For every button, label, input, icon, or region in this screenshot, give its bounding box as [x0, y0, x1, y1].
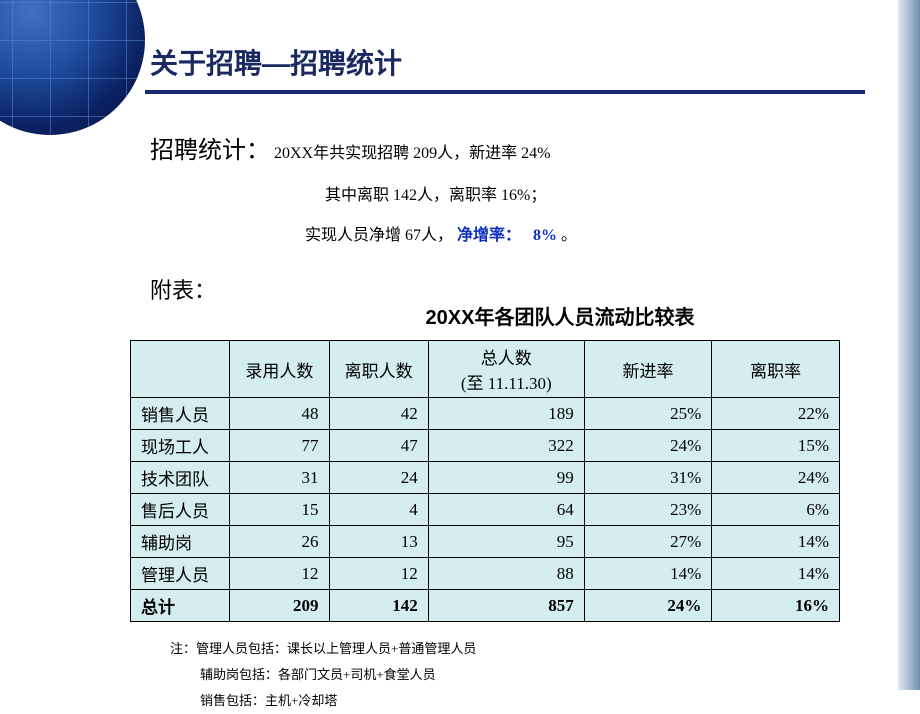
cell: 857 [428, 590, 584, 622]
col-header: 离职率 [712, 341, 840, 398]
col-header [131, 341, 230, 398]
cell: 4 [329, 494, 428, 526]
right-border-decoration [898, 0, 920, 690]
row-label: 现场工人 [131, 430, 230, 462]
stat-text-3a: 实现人员净增 67人， [305, 227, 453, 244]
stat-text-2: 其中离职 142人，离职率 16%； [325, 187, 546, 204]
cell: 14% [584, 558, 712, 590]
total-row: 总计20914285724%16% [131, 590, 840, 622]
cell: 13 [329, 526, 428, 558]
cell: 27% [584, 526, 712, 558]
cell: 209 [230, 590, 329, 622]
col-header: 离职人数 [329, 341, 428, 398]
footnote-line: 辅助岗包括：各部门文员+司机+食堂人员 [200, 662, 870, 688]
cell: 48 [230, 398, 329, 430]
turnover-table: 录用人数离职人数总人数(至 11.11.30)新进率离职率 销售人员484218… [130, 340, 840, 622]
stat-suffix: 。 [561, 227, 577, 244]
net-rate-value: 8% [533, 227, 557, 244]
table-row: 售后人员1546423%6% [131, 494, 840, 526]
stat-text-1: 20XX年共实现招聘 209人，新进率 24% [274, 145, 550, 162]
cell: 42 [329, 398, 428, 430]
cell: 142 [329, 590, 428, 622]
row-label: 辅助岗 [131, 526, 230, 558]
cell: 26 [230, 526, 329, 558]
stat-label: 招聘统计： [150, 130, 270, 165]
globe-decoration [0, 0, 145, 135]
table-row: 管理人员12128814%14% [131, 558, 840, 590]
cell: 31 [230, 462, 329, 494]
cell: 14% [712, 558, 840, 590]
stat-line-2: 其中离职 142人，离职率 16%； [325, 181, 870, 205]
cell: 99 [428, 462, 584, 494]
cell: 6% [712, 494, 840, 526]
cell: 64 [428, 494, 584, 526]
cell: 189 [428, 398, 584, 430]
footnote-line: 销售包括：主机+冷却塔 [200, 688, 870, 714]
cell: 77 [230, 430, 329, 462]
cell: 88 [428, 558, 584, 590]
content-area: 招聘统计： 20XX年共实现招聘 209人，新进率 24% 其中离职 142人，… [150, 130, 870, 714]
cell: 95 [428, 526, 584, 558]
cell: 25% [584, 398, 712, 430]
table-title: 20XX年各团队人员流动比较表 [250, 301, 870, 330]
cell: 14% [712, 526, 840, 558]
cell: 24 [329, 462, 428, 494]
stat-line-1: 招聘统计： 20XX年共实现招聘 209人，新进率 24% [150, 130, 870, 165]
cell: 322 [428, 430, 584, 462]
row-label: 技术团队 [131, 462, 230, 494]
row-label: 销售人员 [131, 398, 230, 430]
title-underline [145, 90, 865, 94]
table-row: 辅助岗26139527%14% [131, 526, 840, 558]
cell: 31% [584, 462, 712, 494]
table-row: 技术团队31249931%24% [131, 462, 840, 494]
cell: 16% [712, 590, 840, 622]
cell: 22% [712, 398, 840, 430]
col-header: 新进率 [584, 341, 712, 398]
stat-line-3: 实现人员净增 67人， 净增率： 8% 。 [305, 221, 870, 245]
cell: 23% [584, 494, 712, 526]
cell: 15% [712, 430, 840, 462]
footnotes: 注：管理人员包括：课长以上管理人员+普通管理人员辅助岗包括：各部门文员+司机+食… [170, 636, 870, 714]
page-title: 关于招聘—招聘统计 [150, 42, 402, 82]
cell: 12 [230, 558, 329, 590]
row-label: 总计 [131, 590, 230, 622]
footnote-line: 注：管理人员包括：课长以上管理人员+普通管理人员 [170, 636, 870, 662]
cell: 15 [230, 494, 329, 526]
cell: 12 [329, 558, 428, 590]
row-label: 售后人员 [131, 494, 230, 526]
col-header: 总人数(至 11.11.30) [428, 341, 584, 398]
cell: 47 [329, 430, 428, 462]
table-row: 现场工人774732224%15% [131, 430, 840, 462]
col-header: 录用人数 [230, 341, 329, 398]
row-label: 管理人员 [131, 558, 230, 590]
net-rate-label: 净增率： [457, 227, 521, 244]
cell: 24% [584, 590, 712, 622]
cell: 24% [712, 462, 840, 494]
cell: 24% [584, 430, 712, 462]
table-row: 销售人员484218925%22% [131, 398, 840, 430]
